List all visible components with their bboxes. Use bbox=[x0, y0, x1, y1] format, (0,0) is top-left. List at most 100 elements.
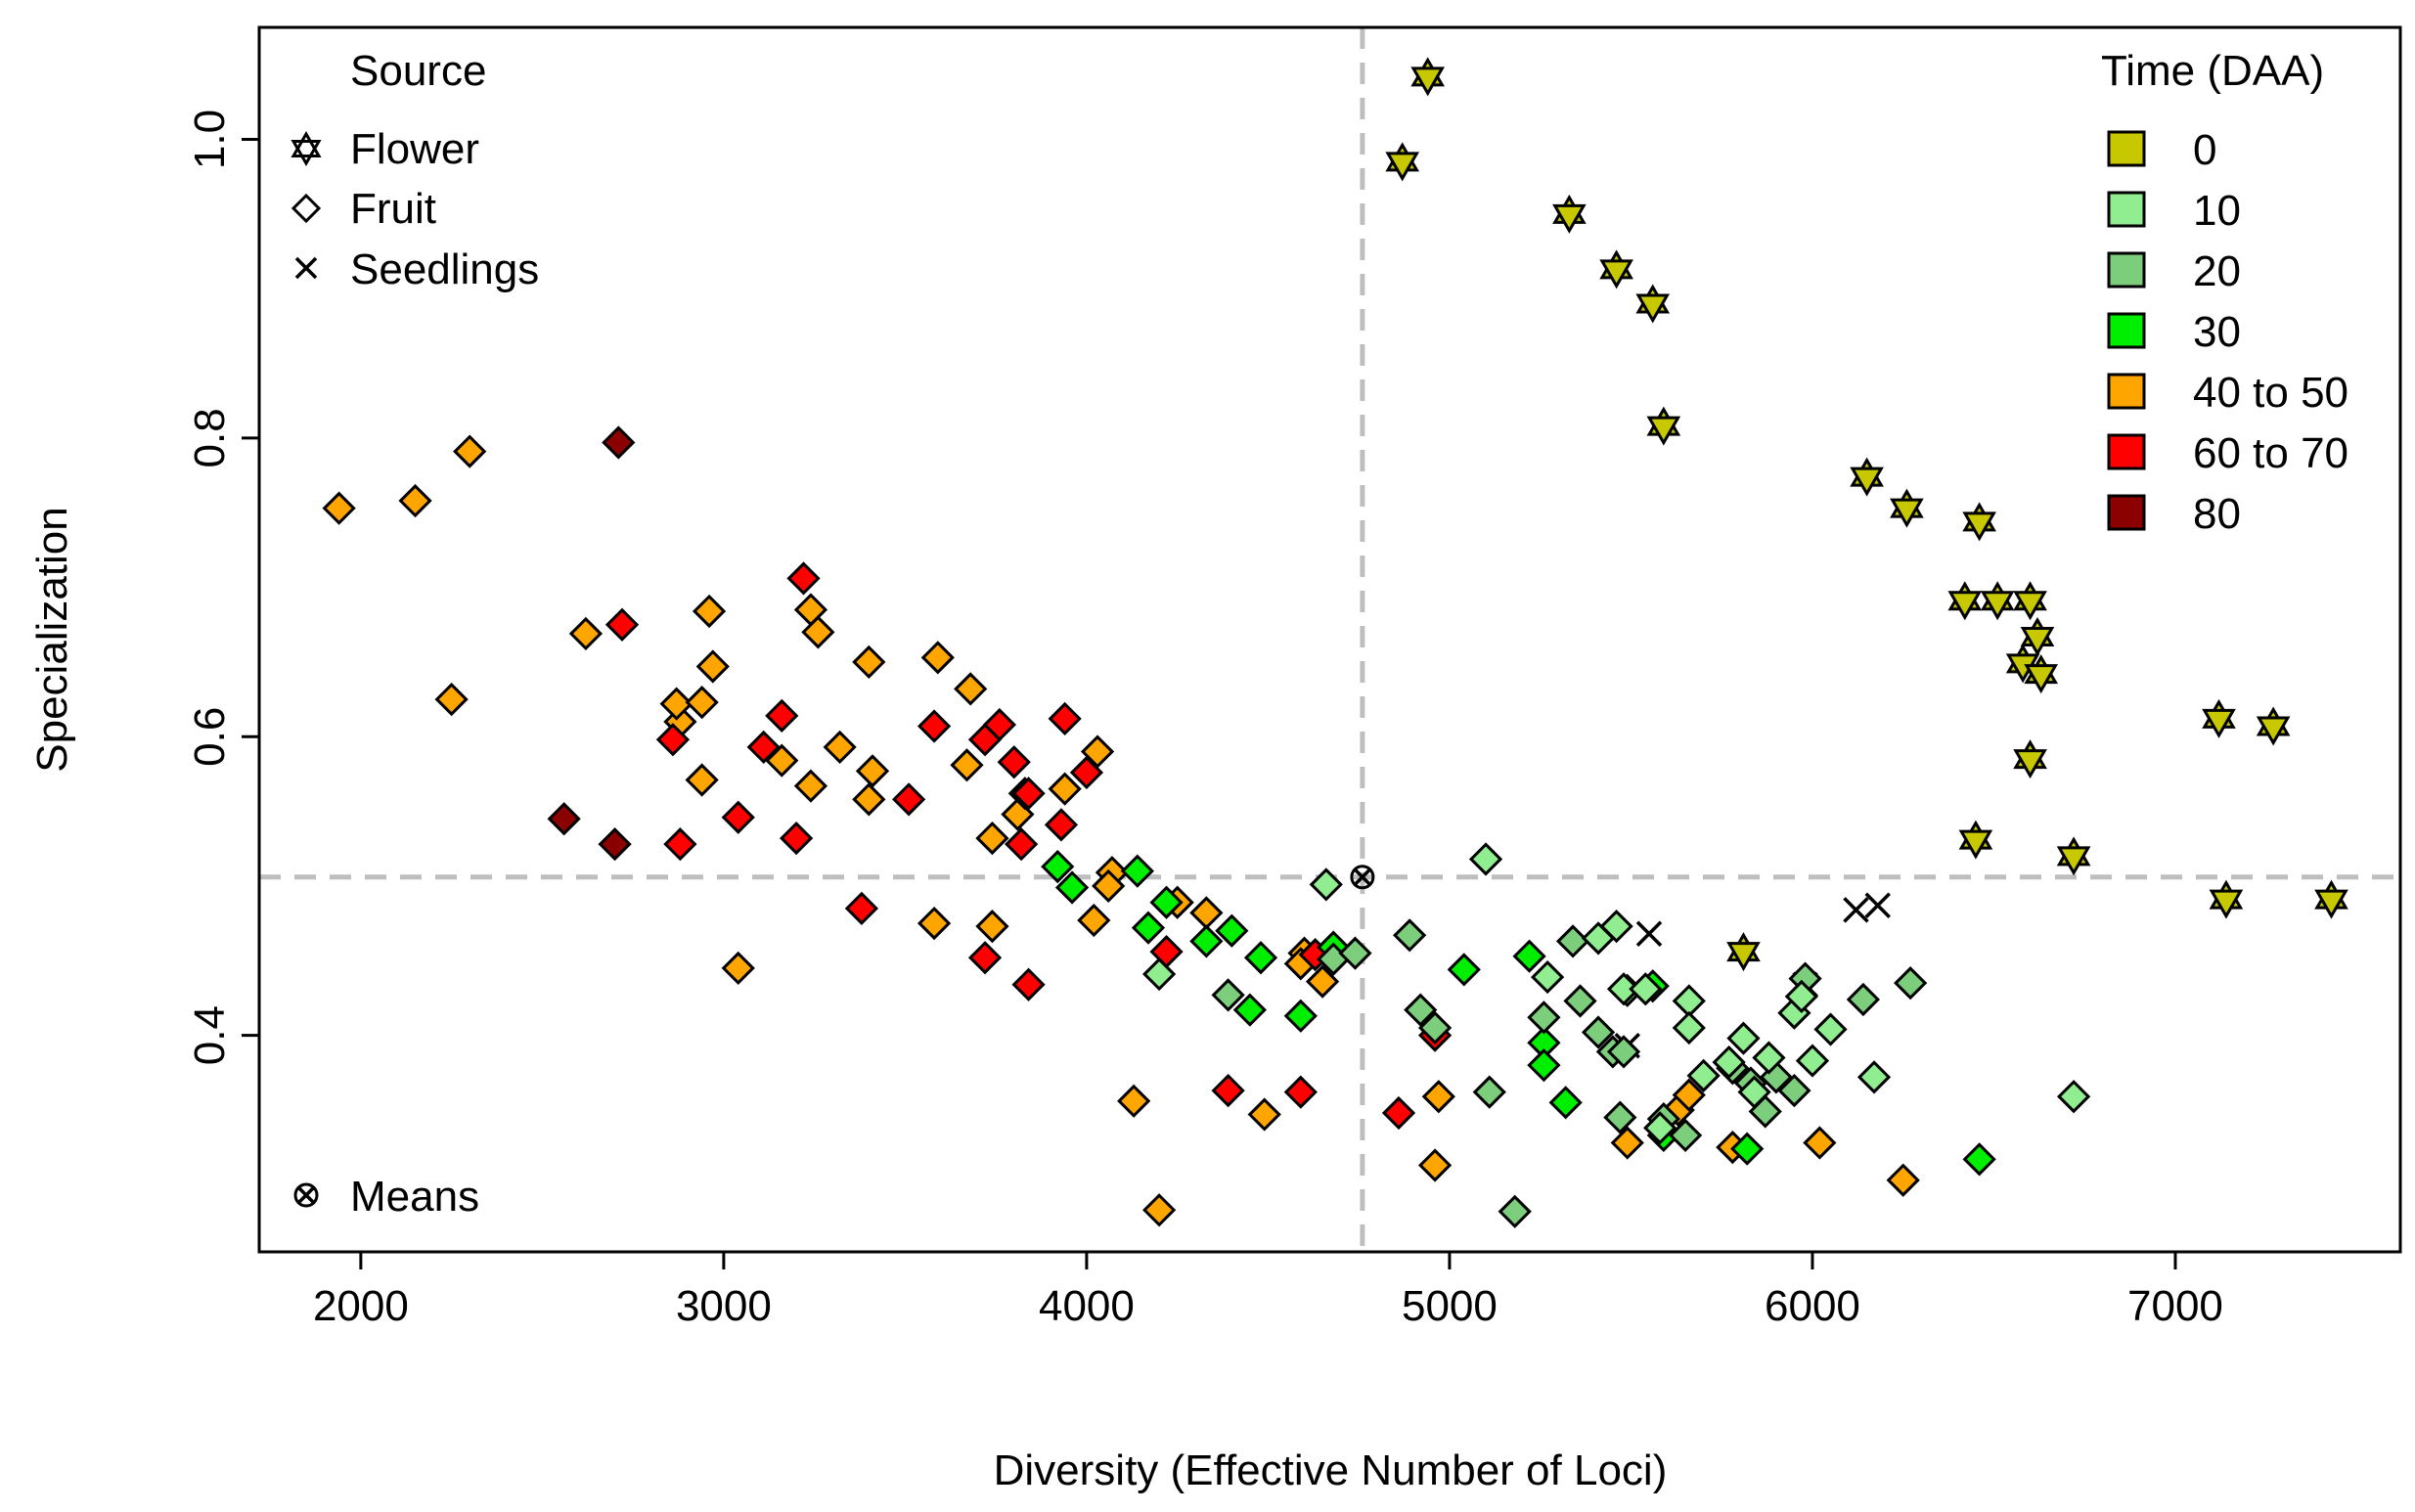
data-point-diamond bbox=[1563, 984, 1597, 1018]
data-point-diamond bbox=[1215, 913, 1249, 948]
data-point-diamond bbox=[1077, 903, 1111, 938]
data-point-diamond bbox=[765, 743, 799, 778]
data-point-diamond bbox=[1120, 854, 1154, 888]
data-point-diamond bbox=[1041, 849, 1075, 884]
data-point-diamond bbox=[1054, 870, 1090, 905]
legend-time-item: 60 to 70 bbox=[2107, 429, 2348, 477]
data-point-star bbox=[2256, 706, 2291, 746]
data-point-diamond bbox=[604, 607, 640, 642]
legend-item-seedlings: Seedlings bbox=[294, 245, 539, 293]
legend-swatch bbox=[2107, 251, 2146, 289]
mean-point bbox=[1350, 865, 1375, 890]
y-tick-label: 0.6 bbox=[186, 707, 234, 767]
data-point-diamond bbox=[975, 910, 1009, 944]
data-point-diamond bbox=[1393, 918, 1427, 953]
data-point-diamond bbox=[852, 645, 886, 680]
data-points bbox=[322, 57, 2348, 1228]
data-point-diamond bbox=[602, 425, 636, 460]
data-point-diamond bbox=[786, 561, 821, 596]
data-point-diamond bbox=[1243, 941, 1278, 975]
data-point-diamond bbox=[1803, 1126, 1837, 1160]
data-point-star bbox=[1890, 488, 1924, 528]
data-point-diamond bbox=[1548, 1086, 1583, 1120]
data-point-diamond bbox=[746, 730, 781, 765]
legend-label-seedlings: Seedlings bbox=[350, 245, 539, 293]
data-point-star bbox=[2202, 698, 2236, 738]
data-point-diamond bbox=[1643, 1111, 1677, 1145]
data-point-star bbox=[2056, 836, 2091, 876]
data-point-diamond bbox=[659, 687, 693, 721]
data-point-diamond bbox=[1069, 755, 1104, 790]
data-point-diamond bbox=[1149, 885, 1184, 919]
data-point-diamond bbox=[1581, 1015, 1616, 1049]
data-point-diamond bbox=[1894, 966, 1928, 1001]
x-axis: 2000 3000 4000 5000 6000 7000 bbox=[313, 1252, 2223, 1330]
data-point-diamond bbox=[322, 491, 356, 525]
data-point-diamond bbox=[1730, 1132, 1765, 1166]
data-point-diamond bbox=[1498, 1194, 1532, 1228]
data-point-diamond bbox=[1232, 993, 1267, 1027]
data-point-diamond bbox=[1512, 939, 1546, 973]
legend-time-label: 30 bbox=[2193, 308, 2241, 356]
y-axis: 0.4 0.6 0.8 1.0 bbox=[186, 110, 259, 1065]
data-point-star bbox=[2209, 879, 2244, 919]
data-point-diamond bbox=[1599, 910, 1633, 944]
data-point-diamond bbox=[1527, 1048, 1561, 1083]
data-point-diamond bbox=[1606, 972, 1641, 1006]
data-point-diamond bbox=[1447, 953, 1481, 987]
data-point-x bbox=[1864, 892, 1891, 919]
data-point-diamond bbox=[852, 782, 886, 817]
data-point-star bbox=[1947, 581, 1983, 621]
data-point-diamond bbox=[1886, 1163, 1920, 1197]
data-point-diamond bbox=[1247, 1097, 1281, 1132]
legend-swatch bbox=[2107, 373, 2146, 410]
data-point-diamond bbox=[1189, 924, 1224, 958]
data-point-diamond bbox=[453, 434, 487, 468]
data-point-diamond bbox=[954, 672, 988, 706]
legend-time-item: 80 bbox=[2107, 490, 2241, 538]
data-point-diamond bbox=[891, 782, 926, 817]
data-point-diamond bbox=[1846, 982, 1881, 1017]
legend-time-label: 20 bbox=[2193, 247, 2241, 295]
data-point-x bbox=[1635, 920, 1663, 948]
data-point-diamond bbox=[801, 615, 835, 649]
data-point-diamond bbox=[1726, 1021, 1761, 1055]
data-point-diamond bbox=[547, 802, 581, 836]
data-point-star bbox=[2314, 879, 2348, 919]
data-point-diamond bbox=[1686, 1058, 1721, 1092]
data-point-diamond bbox=[1117, 1084, 1151, 1118]
legend-swatch bbox=[2107, 130, 2146, 167]
data-point-diamond bbox=[823, 730, 857, 765]
data-point-diamond bbox=[975, 821, 1009, 856]
plot-frame bbox=[257, 25, 2402, 1254]
data-point-diamond bbox=[1629, 972, 1663, 1006]
legend-time: Time (DAA) 0 10 20 30 40 to 50 60 to 70 80 bbox=[2101, 47, 2348, 538]
data-point-star bbox=[1552, 194, 1587, 234]
data-point-diamond bbox=[1795, 1044, 1830, 1078]
data-point-diamond bbox=[568, 616, 604, 651]
legend-time-label: 60 to 70 bbox=[2193, 429, 2348, 477]
legend-time-label: 40 to 50 bbox=[2193, 369, 2348, 417]
data-point-diamond bbox=[721, 800, 755, 834]
data-point-diamond bbox=[721, 951, 755, 986]
data-point-diamond bbox=[1309, 867, 1343, 902]
data-point-diamond bbox=[967, 723, 1003, 757]
data-point-diamond bbox=[1142, 956, 1177, 992]
means-crossed-circle-icon bbox=[293, 1182, 319, 1208]
data-point-diamond bbox=[2056, 1080, 2091, 1114]
data-point-diamond bbox=[1011, 967, 1046, 1001]
data-point-diamond bbox=[1044, 808, 1079, 842]
legend-item-fruit: Fruit bbox=[291, 185, 436, 233]
fruit-diamond-icon bbox=[291, 193, 322, 224]
data-point-star bbox=[2013, 739, 2047, 779]
data-point-diamond bbox=[663, 827, 697, 862]
data-point-diamond bbox=[1813, 1012, 1848, 1046]
legend-time-item: 30 bbox=[2107, 308, 2241, 356]
legend-time-item: 0 bbox=[2107, 126, 2216, 174]
data-point-diamond bbox=[685, 686, 719, 720]
data-point-star bbox=[2020, 616, 2055, 656]
legend-time-label: 80 bbox=[2193, 490, 2241, 538]
legend-source-title: Source bbox=[350, 47, 486, 95]
legend-time-item: 10 bbox=[2107, 187, 2241, 235]
